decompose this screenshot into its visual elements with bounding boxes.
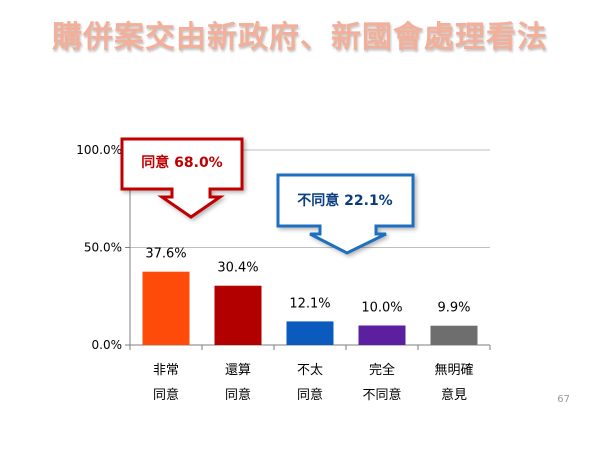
y-tick-label: 0.0% [92,338,123,352]
bar [430,325,478,345]
data-label: 37.6% [145,247,186,262]
bar [214,285,262,345]
category-label: 無明確 [434,362,473,378]
data-labels: 37.6% 30.4% 12.1% 10.0% 9.9% [145,247,470,316]
y-tick-label: 100.0% [76,143,122,157]
data-label: 12.1% [289,296,330,311]
bar [358,325,406,345]
category-label: 同意 [225,387,251,403]
category-label: 同意 [297,387,323,403]
category-label: 不太 [297,363,323,378]
slide-title: 購併案交由新政府、新國會處理看法 [52,20,548,55]
y-tick-label: 50.0% [84,241,122,255]
data-label: 10.0% [361,301,402,316]
disagree-callout-shape [276,173,415,255]
page-number: 67 [557,394,570,405]
data-label: 9.9% [437,301,470,316]
bars [142,271,478,345]
disagree-callout: 不同意 22.1% [276,173,415,255]
disagree-callout-text: 不同意 22.1% [297,192,392,209]
bar [286,321,334,345]
agree-callout-shape [120,137,244,219]
category-label: 意見 [441,387,467,403]
category-label: 同意 [153,387,179,403]
agree-callout-text: 同意 68.0% [141,154,222,171]
category-label: 還算 [225,363,251,378]
category-label: 完全 [369,362,395,378]
bar [142,271,190,345]
category-label: 非常 [153,363,179,378]
category-label: 不同意 [362,387,401,403]
agree-callout: 同意 68.0% [120,137,244,219]
data-label: 30.4% [217,261,258,276]
axes: 0.0% 50.0% 100.0% [76,143,491,352]
